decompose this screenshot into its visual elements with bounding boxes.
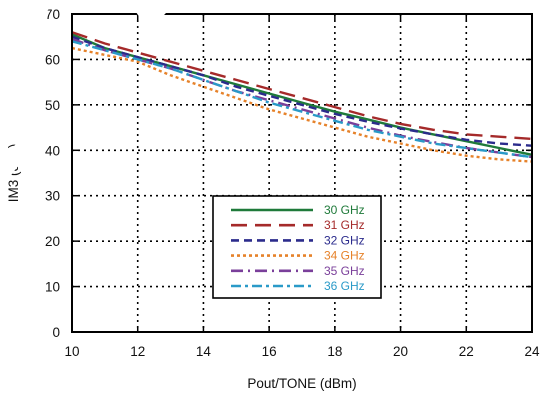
x-tick-label: 22 — [459, 344, 474, 359]
y-axis-title: IM3 (dBc) — [6, 144, 21, 203]
y-tick-label: 60 — [45, 52, 60, 67]
legend-label: 31 GHz — [324, 218, 365, 232]
legend-label: 34 GHz — [324, 249, 365, 263]
x-tick-label: 20 — [393, 344, 408, 359]
legend-label: 32 GHz — [324, 233, 365, 247]
x-tick-label: 18 — [327, 344, 342, 359]
series-line — [71, 31, 533, 141]
series-line — [71, 40, 533, 159]
y-tick-label: 20 — [45, 234, 60, 249]
series-line — [71, 33, 533, 156]
y-tick-label: 70 — [45, 7, 60, 22]
legend-label: 30 GHz — [324, 203, 365, 217]
y-tick-label: 0 — [52, 325, 60, 340]
plot-frame — [71, 13, 533, 333]
x-axis-title: Pout/TONE (dBm) — [247, 376, 356, 391]
x-tick-label: 24 — [524, 344, 540, 359]
x-tick-label: 16 — [262, 344, 277, 359]
y-tick-label: 30 — [45, 189, 60, 204]
series-line — [71, 46, 533, 163]
legend-box — [212, 195, 382, 299]
legend-label: 36 GHz — [324, 279, 365, 293]
x-tick-label: 12 — [130, 344, 145, 359]
x-tick-label: 14 — [196, 344, 212, 359]
series-layer — [71, 31, 533, 163]
y-tick-label: 40 — [45, 143, 60, 158]
legend-label: 35 GHz — [324, 264, 365, 278]
series-line — [71, 35, 533, 147]
ticks-layer: 10 12 14 16 18 20 22 24 0 10 20 30 40 50 60 70 — [45, 7, 540, 359]
y-tick-label: 50 — [45, 98, 60, 113]
y-tick-label: 10 — [45, 280, 60, 295]
x-tick-label: 10 — [64, 344, 79, 359]
